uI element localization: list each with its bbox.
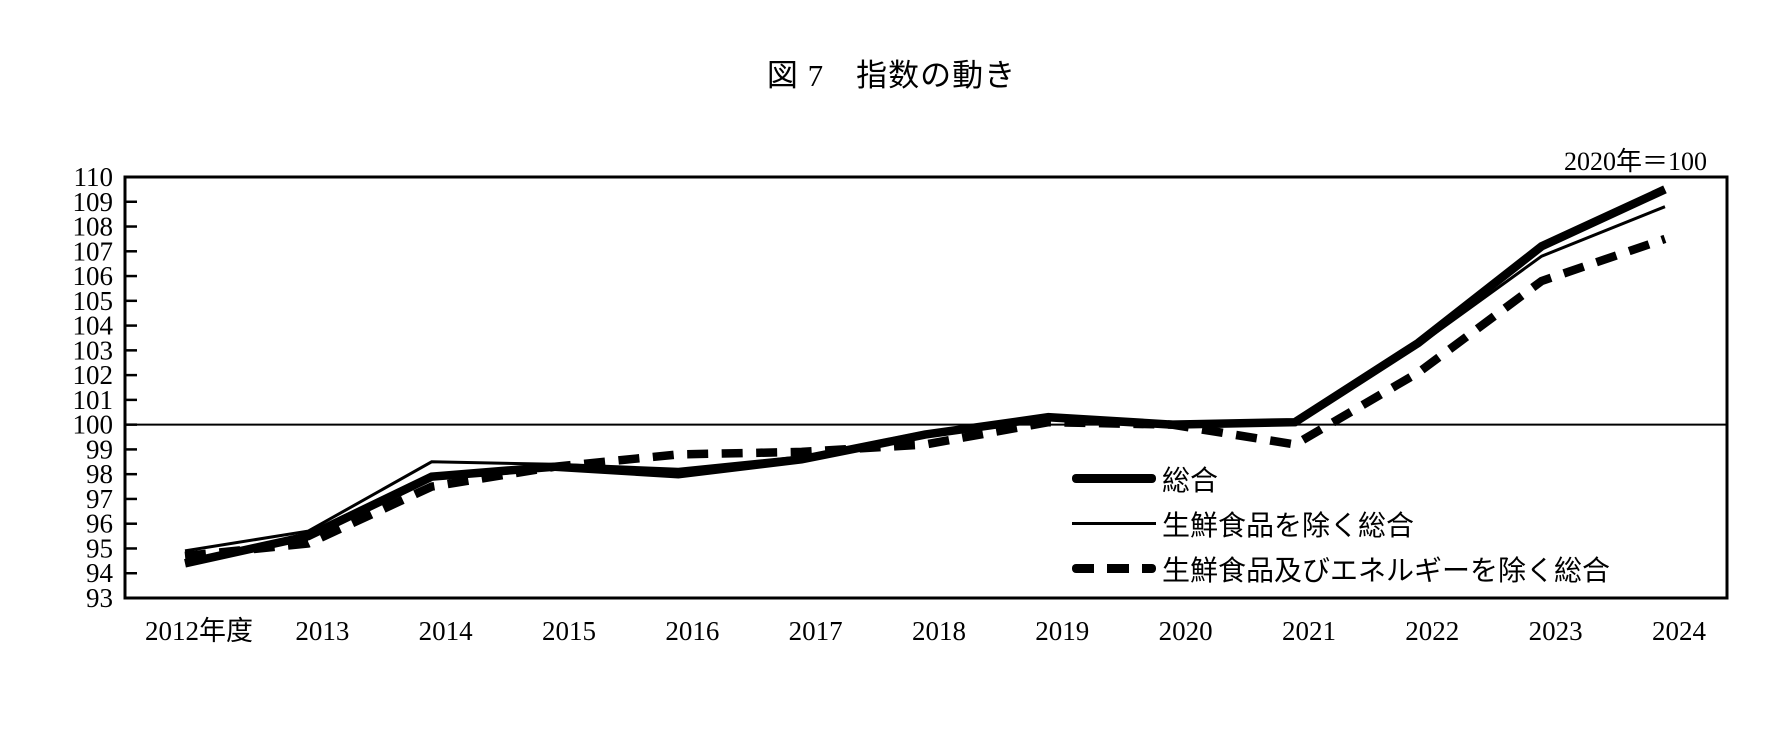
legend-label: 生鮮食品及びエネルギーを除く総合 (1162, 555, 1611, 587)
x-axis-label: 2018 (912, 616, 966, 646)
y-axis-label: 110 (74, 162, 114, 192)
x-axis-label: 2020 (1159, 616, 1213, 646)
y-axis-label: 101 (73, 385, 114, 415)
y-axis-label: 95 (86, 533, 113, 563)
y-axis-label: 94 (86, 558, 114, 588)
plot-border (123, 175, 1729, 600)
x-axis-label: 2012年度 (145, 616, 253, 646)
y-axis-label: 104 (73, 311, 114, 341)
y-axis-label: 96 (86, 509, 113, 539)
thick-solid-line-sample (1072, 474, 1156, 483)
x-axis-label: 2016 (665, 616, 719, 646)
y-axis-label: 100 (73, 410, 114, 440)
series-line-all-items (184, 185, 1667, 568)
x-axis-label: 2017 (789, 616, 843, 646)
y-axis-label: 98 (86, 459, 113, 489)
y-axis-label: 99 (86, 434, 113, 464)
x-axis-label: 2023 (1529, 616, 1583, 646)
x-axis-label: 2015 (542, 616, 596, 646)
y-axis-label: 105 (73, 286, 114, 316)
y-axis-label: 106 (73, 261, 114, 291)
base-year-note: 2020年＝100 (1563, 147, 1707, 176)
thick-dashed-line-sample (1072, 564, 1156, 573)
chart-title: 図 7 指数の動き (766, 58, 1017, 93)
legend-label: 総合 (1162, 465, 1219, 497)
legend-item-all-items: 総合 (1072, 456, 1610, 501)
y-axis-label: 97 (86, 484, 113, 514)
y-axis-label: 107 (73, 236, 114, 266)
x-axis-label: 2021 (1282, 616, 1336, 646)
series-line-all-items-less-fresh-food-and-energy (184, 234, 1667, 561)
x-axis-label: 2022 (1405, 616, 1459, 646)
chart-legend: 総合 生鮮食品を除く総合 生鮮食品及びエネルギーを除く総合 (1072, 456, 1610, 591)
legend-item-less-fresh-food-and-energy: 生鮮食品及びエネルギーを除く総合 (1072, 546, 1610, 591)
y-axis-label: 109 (73, 187, 114, 217)
legend-label: 生鮮食品を除く総合 (1162, 510, 1415, 542)
x-axis-label: 2024 (1652, 616, 1707, 646)
y-axis-label: 103 (73, 335, 114, 365)
x-axis-label: 2013 (295, 616, 349, 646)
y-axis-label: 102 (73, 360, 114, 390)
thin-solid-line-sample (1072, 522, 1156, 525)
series-line-all-items-less-fresh-food (184, 205, 1666, 553)
y-axis-label: 93 (86, 583, 113, 613)
legend-item-less-fresh-food: 生鮮食品を除く総合 (1072, 501, 1610, 546)
y-axis-label: 108 (73, 212, 114, 242)
x-axis-label: 2019 (1035, 616, 1089, 646)
x-axis-label: 2014 (419, 616, 474, 646)
